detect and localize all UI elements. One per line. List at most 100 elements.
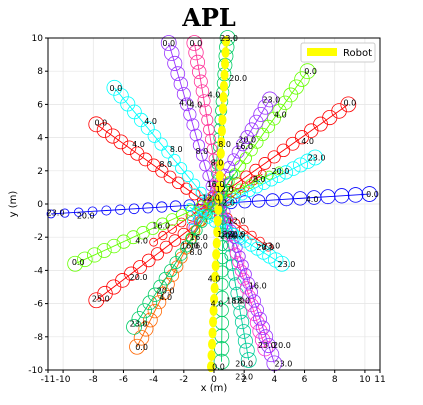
robot-point [209,316,218,328]
robot-point [222,35,231,47]
trajectory-point [199,159,211,172]
robot-point [211,260,220,272]
time-label: 23.0 [130,320,148,329]
trajectory-point [149,237,159,247]
robot-point [213,215,222,227]
trajectory-point [185,202,195,212]
trajectory-point [234,264,248,277]
time-label: 16.0 [235,142,253,151]
time-label: 4.0 [179,99,192,108]
trajectory-point [263,346,280,363]
time-label: 16.0 [190,242,208,251]
trajectory-point [257,340,274,357]
robot-point [213,226,222,238]
time-label: 0.0 [135,343,148,352]
time-label: 0.0 [366,190,379,199]
trajectory-point [255,320,271,335]
robot-point [215,181,224,193]
trajectory-point [234,250,246,263]
trajectory-point [186,35,203,51]
trajectory-point [276,143,291,158]
trajectory-point [285,136,300,151]
trajectory-point [285,161,301,176]
time-label: 4.0 [132,140,145,149]
time-label: 25.0 [92,295,110,304]
trajectory-point [252,323,268,339]
trajectory-point [250,303,265,317]
trajectory-point [158,231,168,241]
time-label: 23.0 [235,373,253,382]
trajectory-line [136,177,222,347]
legend-box [300,42,376,63]
time-label: 0.0 [72,258,85,267]
trajectory-point [87,206,98,217]
trajectory-point [153,279,168,294]
trajectory-point [257,99,274,115]
trajectory-point [171,176,185,190]
trajectory-point [121,140,137,155]
legend-label-robot: Robot [343,48,372,59]
ticks-layer: -11 -10 -8 -6 -4 -2 0 2 4 6 8 10 11-10-8-6-4-2024681… [28,34,385,385]
trajectory-point [293,191,308,206]
time-label: 16.0 [249,281,267,290]
trajectory-point [195,186,207,198]
trajectory-point [254,332,271,348]
chart-title: APL [181,3,236,32]
trajectory-point [197,94,211,108]
x-tick-label: -6 [119,375,128,385]
trajectory-point [141,253,156,268]
trajectory-point [244,179,255,189]
time-label: 12.0 [202,193,220,202]
time-label: 20.0 [271,167,289,176]
x-tick-label: -8 [89,375,98,385]
trajectory-point [294,71,310,87]
y-tick-label: 6 [37,100,43,110]
trajectory-point [208,153,219,164]
robot-point [219,80,228,92]
trajectory-point [245,285,258,299]
time-label: 0.0 [343,99,356,108]
y-tick-label: -4 [34,266,43,276]
trajectory-point [188,188,201,201]
trajectory-point [142,295,158,311]
trajectory-point [156,286,171,301]
robot-point [214,204,223,216]
trajectory-point [163,170,177,184]
y-tick-label: 2 [37,167,43,177]
trajectory-point [231,145,245,159]
time-label: 16.0 [181,242,199,251]
robot-point [206,361,215,373]
trajectory-point [106,238,122,254]
robot-point [214,192,223,204]
series-9 [67,166,284,272]
legend: Robot [300,42,376,63]
robot-point [208,338,217,350]
robot-point [208,327,217,339]
time-label: 0.0 [162,39,175,48]
trajectory-point [258,157,272,170]
y-axis-label: y (m) [8,191,19,218]
trajectory-point [264,173,279,187]
trajectory-point [184,234,197,246]
trajectory-point [361,186,378,202]
trajectory-point [347,187,364,203]
series-8 [186,149,324,226]
trajectory-point [267,111,281,126]
time-label: 16.0 [152,222,170,231]
series-15 [185,202,290,272]
time-label: 23.0 [262,95,280,104]
trajectory-point [216,265,229,278]
time-label: 8.0 [253,175,266,184]
trajectory-point [258,329,274,344]
time-label: 4.0 [190,100,203,109]
trajectory-point [294,130,310,145]
time-label: 16.0 [190,233,208,242]
x-tick-label: -11 [41,375,56,385]
x-tick-label: 0 [211,375,217,385]
y-tick-label: 8 [37,67,43,77]
time-label: 23.0 [262,242,280,251]
trajectory-point [236,188,249,201]
trajectory-point [152,295,167,310]
trajectory-point [168,153,181,167]
trajectory-point [158,271,173,286]
